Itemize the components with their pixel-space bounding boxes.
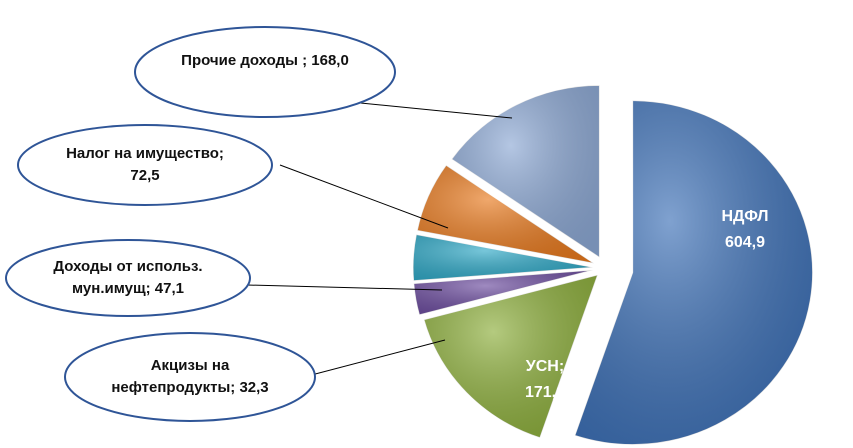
slice-shine (423, 274, 598, 438)
leader-line (279, 164, 449, 229)
value-label: 32,3 (239, 379, 269, 396)
category-label: Налог на имущество; (66, 145, 224, 162)
category-label: Акцизы на нефтепродукты; (111, 357, 236, 396)
slice-shine (413, 270, 594, 315)
data-label: Доходы от использ. мун.имущ; 47,1 (28, 256, 228, 300)
slice-group (574, 100, 814, 446)
data-label: Налог на имущество; 72,5 (50, 143, 240, 187)
slice-group (413, 269, 594, 316)
slice-group (412, 233, 594, 282)
category-label: Доходы от использ. мун.имущ; (53, 258, 203, 297)
slice-shine (574, 100, 813, 445)
slice-group (416, 164, 595, 264)
data-label: Прочие доходы ; 168,0 (178, 50, 353, 72)
data-label: Акцизы на нефтепродукты; 32,3 (95, 355, 285, 399)
slice-shine (417, 165, 594, 264)
category-label: НДФЛ (721, 208, 769, 225)
slice-group (423, 274, 599, 439)
data-label: НДФЛ 604,9 (695, 204, 795, 256)
slice-group (450, 84, 600, 259)
callout-bubble (134, 26, 396, 118)
slice-shine (413, 234, 594, 281)
value-label: 168,0 (311, 52, 349, 69)
category-label: УСН; (525, 358, 565, 375)
slice-shine (451, 85, 600, 258)
leader-line (299, 339, 446, 379)
data-label: УСН; 171,0 (495, 354, 595, 406)
value-label: 171,0 (524, 384, 566, 401)
callout-bubble (5, 239, 251, 317)
callout-bubble (64, 332, 316, 422)
value-label: 47,1 (154, 280, 184, 297)
leader-line (246, 284, 443, 291)
value-label: 604,9 (724, 234, 766, 251)
value-label: 72,5 (130, 167, 160, 184)
callout-bubble (17, 124, 273, 206)
category-label: Прочие доходы ; (181, 52, 308, 69)
